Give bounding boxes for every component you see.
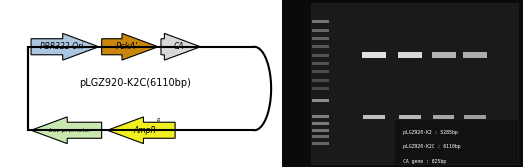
Polygon shape bbox=[31, 33, 99, 60]
Bar bbox=[399, 115, 420, 119]
Text: R: R bbox=[157, 118, 160, 123]
Bar bbox=[433, 115, 454, 119]
Bar bbox=[363, 115, 385, 119]
Text: PckA': PckA' bbox=[116, 42, 139, 51]
Polygon shape bbox=[107, 117, 175, 144]
Polygon shape bbox=[31, 117, 101, 144]
Text: Lac promoter: Lac promoter bbox=[49, 128, 91, 133]
Text: AmpR: AmpR bbox=[133, 126, 156, 135]
Bar bbox=[313, 87, 329, 90]
Bar bbox=[313, 122, 329, 125]
Text: CA: CA bbox=[174, 42, 184, 51]
Bar bbox=[313, 142, 329, 145]
Bar bbox=[313, 20, 329, 23]
Bar bbox=[311, 3, 518, 164]
Polygon shape bbox=[101, 33, 158, 60]
Bar bbox=[313, 79, 329, 82]
Bar bbox=[313, 62, 329, 65]
Bar bbox=[313, 54, 329, 57]
Bar bbox=[398, 52, 422, 58]
Bar bbox=[463, 52, 487, 58]
Bar bbox=[313, 37, 329, 40]
Bar bbox=[313, 70, 329, 73]
Bar bbox=[395, 120, 518, 164]
Bar bbox=[362, 52, 386, 58]
Text: pLGZ920-K2 : 5285bp: pLGZ920-K2 : 5285bp bbox=[403, 130, 457, 135]
Bar bbox=[431, 52, 456, 58]
Text: PBR322 Ori: PBR322 Ori bbox=[40, 42, 83, 51]
Bar bbox=[313, 29, 329, 32]
Text: pLGZ920-K2C(6110bp): pLGZ920-K2C(6110bp) bbox=[79, 78, 191, 89]
Bar bbox=[313, 99, 329, 102]
Bar bbox=[464, 115, 486, 119]
Text: CA gene : 825bp: CA gene : 825bp bbox=[403, 159, 446, 164]
Text: pLGZ920-K2C : 6110bp: pLGZ920-K2C : 6110bp bbox=[403, 144, 460, 149]
Bar bbox=[313, 45, 329, 48]
Bar bbox=[313, 135, 329, 138]
Bar bbox=[313, 115, 329, 118]
Bar bbox=[313, 129, 329, 132]
Polygon shape bbox=[161, 33, 200, 60]
